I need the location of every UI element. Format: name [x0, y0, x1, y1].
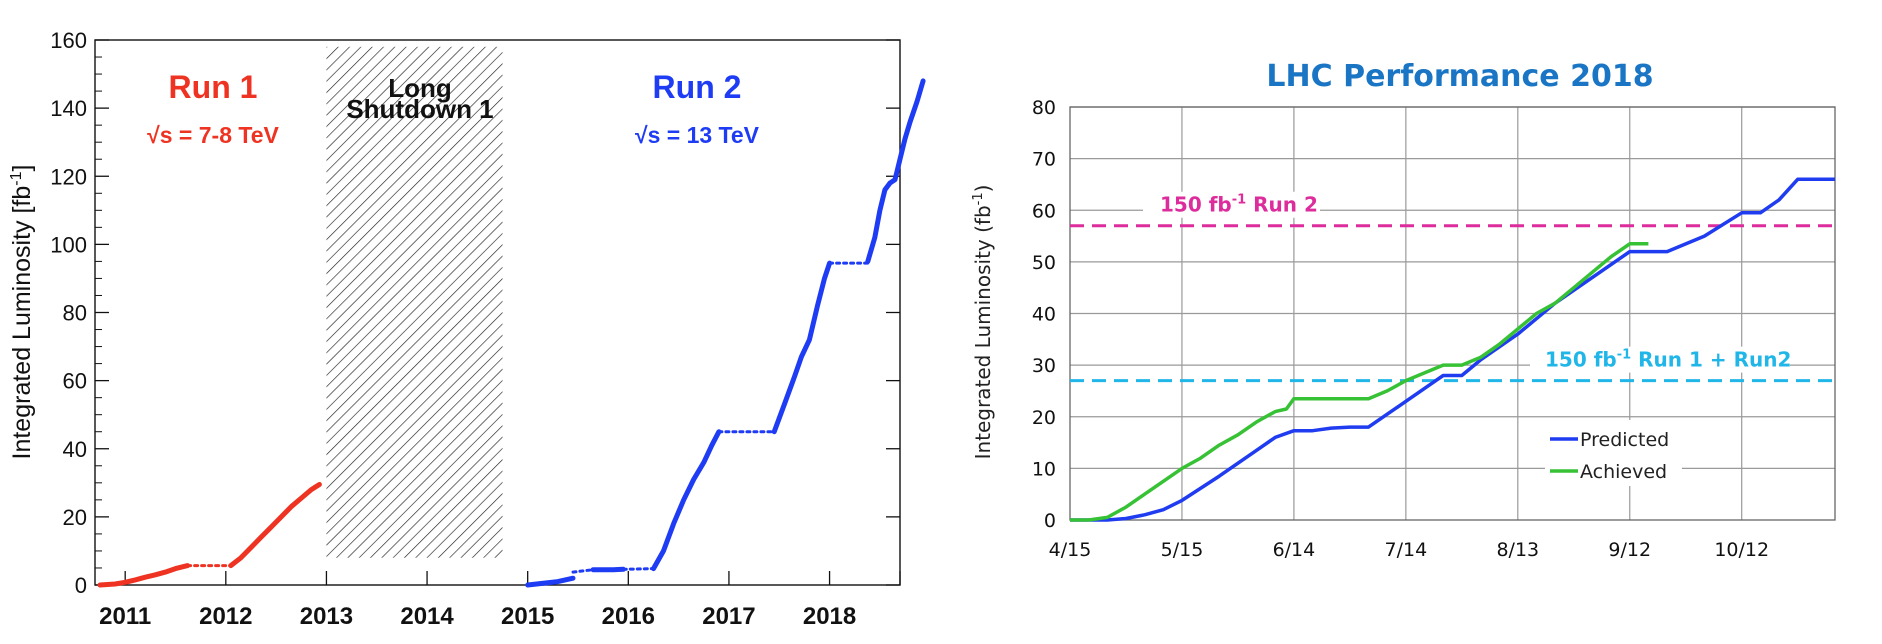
run1-title: Run 1	[169, 69, 258, 105]
right-chart: LHC Performance 2018 0 10 20 30 40 50 60 70 80 4…	[971, 59, 1835, 561]
left-y-tick-label: 160	[50, 28, 87, 53]
left-x-tick-label: 2018	[803, 603, 856, 630]
left-y-tick-label: 20	[63, 505, 87, 530]
shutdown-label-line2: Shutdown 1	[346, 94, 493, 124]
left-series-run1-segment	[100, 566, 188, 585]
right-y-tick-label: 50	[1032, 252, 1056, 274]
left-x-tick-label: 2016	[602, 603, 655, 630]
left-y-tick-label: 40	[63, 437, 87, 462]
left-x-tick-label: 2011	[99, 603, 151, 630]
right-y-tick-label: 0	[1044, 510, 1056, 532]
left-y-tick-label: 0	[75, 573, 87, 598]
left-y-tick-label: 100	[50, 232, 87, 257]
right-x-tick-label: 10/12	[1714, 539, 1769, 561]
right-y-tick-label: 30	[1032, 355, 1056, 377]
left-y-axis-label: Integrated Luminosity [fb-1]	[8, 165, 36, 460]
left-x-tick-label: 2013	[300, 603, 353, 630]
left-y-tick-label: 80	[63, 301, 87, 326]
left-series-run2-segment	[528, 578, 573, 585]
run2-energy: √s = 13 TeV	[635, 122, 760, 148]
left-x-tick-label: 2012	[199, 603, 252, 630]
right-x-tick-label: 9/12	[1608, 539, 1651, 561]
right-x-tick-label: 5/15	[1161, 539, 1204, 561]
right-y-tick-label: 70	[1032, 149, 1056, 171]
left-series-run2-segment	[573, 570, 593, 572]
left-y-tick-label: 120	[50, 164, 87, 189]
right-chart-title: LHC Performance 2018	[1266, 59, 1653, 94]
legend-label-predicted: Predicted	[1580, 429, 1669, 451]
right-y-tick-label: 80	[1032, 97, 1056, 119]
right-y-tick-label: 10	[1032, 458, 1056, 480]
right-y-axis-label: Integrated Luminosity (fb-1)	[971, 185, 995, 460]
right-x-tick-label: 8/13	[1496, 539, 1539, 561]
left-series-run2-segment	[654, 432, 719, 569]
left-y-tick-label: 140	[50, 96, 87, 121]
right-x-tick-label: 4/15	[1049, 539, 1092, 561]
left-series-run1-segment	[231, 485, 320, 566]
left-series-run2-segment	[774, 263, 829, 432]
left-x-tick-label: 2014	[400, 603, 454, 630]
right-y-tick-label: 40	[1032, 304, 1056, 326]
left-y-tick-label: 60	[63, 369, 87, 394]
right-x-tick-label: 6/14	[1273, 539, 1316, 561]
reference-label-ref150run1run2: 150 fb-1 Run 1 + Run2	[1545, 348, 1791, 372]
right-y-tick-label: 20	[1032, 407, 1056, 429]
left-x-tick-label: 2017	[702, 603, 755, 630]
run2-title: Run 2	[653, 69, 742, 105]
right-x-tick-label: 7/14	[1385, 539, 1428, 561]
run1-energy: √s = 7-8 TeV	[147, 122, 279, 148]
right-y-tick-label: 60	[1032, 200, 1056, 222]
left-x-tick-label: 2015	[501, 603, 554, 630]
left-series-run2-segment	[623, 569, 653, 570]
left-chart: 0 20 40 60 80 100 120 140 160 2011 2012 2013 2014 20…	[8, 28, 923, 630]
legend-label-achieved: Achieved	[1580, 461, 1667, 483]
